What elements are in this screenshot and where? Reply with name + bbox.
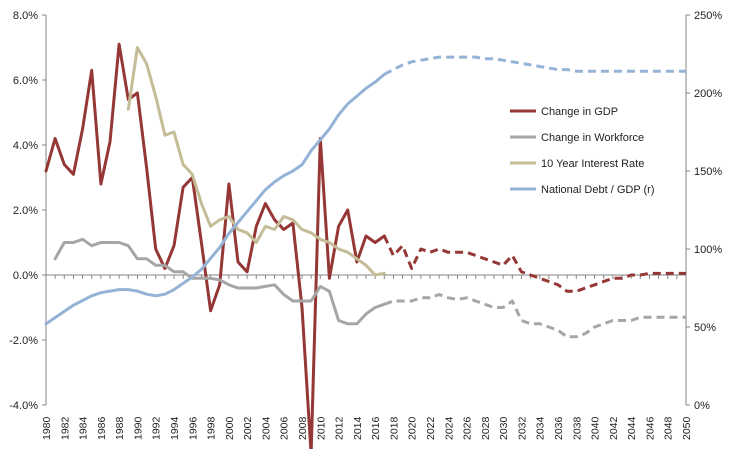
- x-tick-label: 1988: [114, 416, 126, 440]
- series-line-national-debt-gdp-r: [46, 74, 384, 324]
- left-tick-label: 2.0%: [13, 205, 38, 217]
- series-change-in-gdp: [46, 44, 686, 449]
- series-change-in-workforce: [55, 239, 686, 337]
- left-tick-label: -2.0%: [9, 335, 38, 347]
- x-tick-label: 2028: [480, 416, 492, 440]
- x-tick-label: 2026: [462, 416, 474, 440]
- x-tick-label: 1982: [59, 416, 71, 440]
- x-tick-label: 2024: [443, 416, 455, 440]
- x-tick-label: 2044: [626, 416, 638, 440]
- x-tick-label: 1996: [187, 416, 199, 440]
- x-tick-label: 2022: [425, 416, 437, 440]
- x-tick-label: 2050: [681, 416, 693, 440]
- x-tick-label: 1994: [169, 416, 181, 440]
- right-tick-label: 50%: [694, 322, 716, 334]
- left-tick-label: 8.0%: [13, 10, 38, 22]
- x-tick-label: 2014: [352, 416, 364, 440]
- x-tick-label: 2042: [608, 416, 620, 440]
- x-tick-label: 2034: [535, 416, 547, 440]
- x-tick-label: 1998: [206, 416, 218, 440]
- x-tick-label: 2006: [279, 416, 291, 440]
- right-tick-label: 200%: [694, 88, 722, 100]
- x-tick-label: 2048: [663, 416, 675, 440]
- x-tick-label: 2020: [407, 416, 419, 440]
- projection-line-change-in-gdp: [384, 236, 686, 291]
- x-tick-label: 2038: [571, 416, 583, 440]
- legend-label: National Debt / GDP (r): [541, 184, 655, 196]
- x-tick-label: 1990: [132, 416, 144, 440]
- right-tick-label: 150%: [694, 166, 722, 178]
- projection-line-change-in-workforce: [384, 295, 686, 337]
- left-tick-label: -4.0%: [9, 400, 38, 412]
- x-tick-label: 2012: [334, 416, 346, 440]
- x-tick-label: 2018: [388, 416, 400, 440]
- x-tick-label: 2004: [260, 416, 272, 440]
- x-tick-label: 2016: [370, 416, 382, 440]
- x-tick-label: 2010: [315, 416, 327, 440]
- left-tick-label: 0.0%: [13, 270, 38, 282]
- left-tick-label: 4.0%: [13, 140, 38, 152]
- legend-label: 10 Year Interest Rate: [541, 158, 644, 170]
- projection-line-national-debt-gdp-r: [384, 57, 686, 74]
- x-tick-label: 1980: [41, 416, 53, 440]
- series-layer: [46, 44, 686, 449]
- x-tick-label: 2030: [498, 416, 510, 440]
- left-tick-label: 6.0%: [13, 75, 38, 87]
- x-tick-label: 2002: [242, 416, 254, 440]
- x-tick-label: 2046: [644, 416, 656, 440]
- legend: Change in GDP Change in Workforce 10 Year …: [510, 106, 655, 196]
- x-tick-label: 2040: [590, 416, 602, 440]
- series-line-10-year-interest-rate: [128, 48, 384, 276]
- x-tick-label: 1992: [151, 416, 163, 440]
- x-tick-label: 2008: [297, 416, 309, 440]
- right-tick-label: 0%: [694, 400, 710, 412]
- series-10-year-interest-rate: [128, 47, 384, 275]
- x-tick-label: 2036: [553, 416, 565, 440]
- x-tick-label: 1986: [96, 416, 108, 440]
- legend-label: Change in GDP: [541, 106, 618, 118]
- right-tick-label: 250%: [694, 10, 722, 22]
- x-tick-label: 2032: [516, 416, 528, 440]
- legend-label: Change in Workforce: [541, 132, 644, 144]
- x-tick-label: 2000: [224, 416, 236, 440]
- right-tick-label: 100%: [694, 244, 722, 256]
- x-tick-label: 1984: [78, 416, 90, 440]
